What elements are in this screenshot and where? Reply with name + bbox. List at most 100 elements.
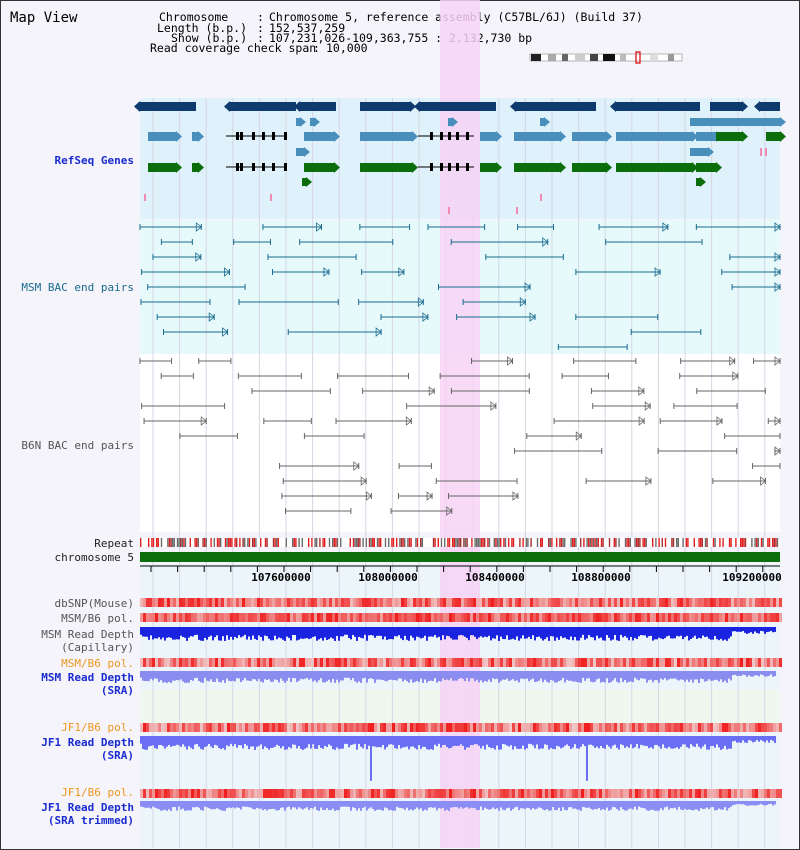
polymorphism-cell <box>620 789 623 798</box>
polymorphism-cell <box>230 598 233 607</box>
polymorphism-cell <box>284 613 287 622</box>
read-depth-bar <box>772 736 774 741</box>
read-depth-bar <box>528 627 530 637</box>
read-depth-bar <box>524 671 526 680</box>
polymorphism-cell <box>635 723 638 732</box>
read-depth-bar <box>226 736 228 746</box>
read-depth-bar <box>692 627 694 638</box>
polymorphism-cell <box>179 723 182 732</box>
polymorphism-cell <box>530 598 533 607</box>
read-depth-bar <box>410 801 412 810</box>
read-depth-bar <box>592 627 594 638</box>
polymorphism-cell <box>254 789 257 798</box>
repeat-element <box>541 538 543 547</box>
read-depth-bar <box>550 736 552 748</box>
read-depth-bar <box>672 671 674 679</box>
repeat-element <box>328 538 331 547</box>
polymorphism-cell <box>629 789 632 798</box>
read-depth-bar <box>232 801 234 808</box>
read-depth-bar <box>666 671 668 681</box>
polymorphism-cell <box>236 658 239 667</box>
polymorphism-cell <box>473 598 476 607</box>
read-depth-bar <box>552 627 554 637</box>
repeat-element <box>527 538 529 547</box>
read-depth-bar <box>502 627 504 639</box>
gene-strand-arrow <box>610 101 616 112</box>
read-depth-bar <box>602 801 604 810</box>
read-depth-bar <box>350 736 352 746</box>
read-depth-bar <box>208 801 210 809</box>
track-label-b6n-bac[interactable]: B6N BAC end pairs <box>21 439 134 452</box>
read-depth-bar <box>540 671 542 679</box>
polymorphism-cell <box>473 658 476 667</box>
gene-feature <box>144 194 146 201</box>
read-depth-bar <box>734 736 736 741</box>
gene-strand-arrow <box>560 162 566 173</box>
read-depth-bar <box>424 627 426 636</box>
gene-exon <box>430 132 433 140</box>
polymorphism-cell <box>590 613 593 622</box>
repeat-element <box>613 538 615 547</box>
repeat-element <box>693 538 695 547</box>
read-depth-bar <box>250 671 252 682</box>
polymorphism-cell <box>662 723 665 732</box>
read-depth-bar <box>254 801 256 810</box>
polymorphism-cell <box>686 789 689 798</box>
polymorphism-cell <box>326 613 329 622</box>
polymorphism-cell <box>527 598 530 607</box>
read-depth-bar <box>500 627 502 637</box>
polymorphism-cell <box>170 598 173 607</box>
polymorphism-cell <box>260 598 263 607</box>
polymorphism-cell <box>311 723 314 732</box>
read-depth-bar <box>240 801 242 810</box>
read-depth-bar <box>742 627 744 631</box>
polymorphism-cell <box>437 598 440 607</box>
polymorphism-cell <box>524 658 527 667</box>
track-label-refseq[interactable]: RefSeq Genes <box>54 154 134 167</box>
read-depth-bar <box>492 671 494 679</box>
polymorphism-cell <box>728 789 731 798</box>
read-depth-bar <box>272 627 274 641</box>
repeat-element <box>564 538 566 547</box>
polymorphism-cell <box>470 658 473 667</box>
read-depth-bar <box>438 627 440 637</box>
polymorphism-cell <box>191 723 194 732</box>
polymorphism-cell <box>518 723 521 732</box>
read-depth-bar <box>758 671 760 677</box>
read-depth-bar <box>178 627 180 640</box>
read-depth-bar <box>418 801 420 810</box>
polymorphism-cell <box>389 613 392 622</box>
read-depth-bar <box>544 736 546 745</box>
read-depth-bar <box>716 627 718 640</box>
read-depth-bar <box>478 671 480 683</box>
read-depth-bar <box>524 736 526 750</box>
read-depth-bar <box>474 801 476 809</box>
read-depth-bar <box>614 627 616 636</box>
polymorphism-cell <box>392 789 395 798</box>
read-depth-bar <box>310 627 312 639</box>
polymorphism-cell <box>158 789 161 798</box>
polymorphism-cell <box>344 613 347 622</box>
read-depth-bar <box>378 736 380 747</box>
read-depth-bar <box>140 671 142 678</box>
polymorphism-cell <box>641 789 644 798</box>
polymorphism-cell <box>203 789 206 798</box>
read-depth-bar <box>208 671 210 682</box>
polymorphism-cell <box>299 658 302 667</box>
read-depth-bar <box>660 736 662 749</box>
polymorphism-cell <box>302 658 305 667</box>
read-depth-bar <box>614 801 616 808</box>
track-label-msm-bac[interactable]: MSM BAC end pairs <box>21 281 134 294</box>
read-depth-bar <box>420 801 422 809</box>
read-depth-bar <box>570 671 572 681</box>
read-depth-bar <box>728 736 730 749</box>
polymorphism-cell <box>635 658 638 667</box>
read-depth-bar <box>222 627 224 637</box>
polymorphism-cell <box>488 613 491 622</box>
read-depth-bar <box>380 671 382 680</box>
polymorphism-cell <box>755 613 758 622</box>
polymorphism-cell <box>626 658 629 667</box>
read-depth-bar <box>754 671 756 676</box>
polymorphism-cell <box>236 598 239 607</box>
